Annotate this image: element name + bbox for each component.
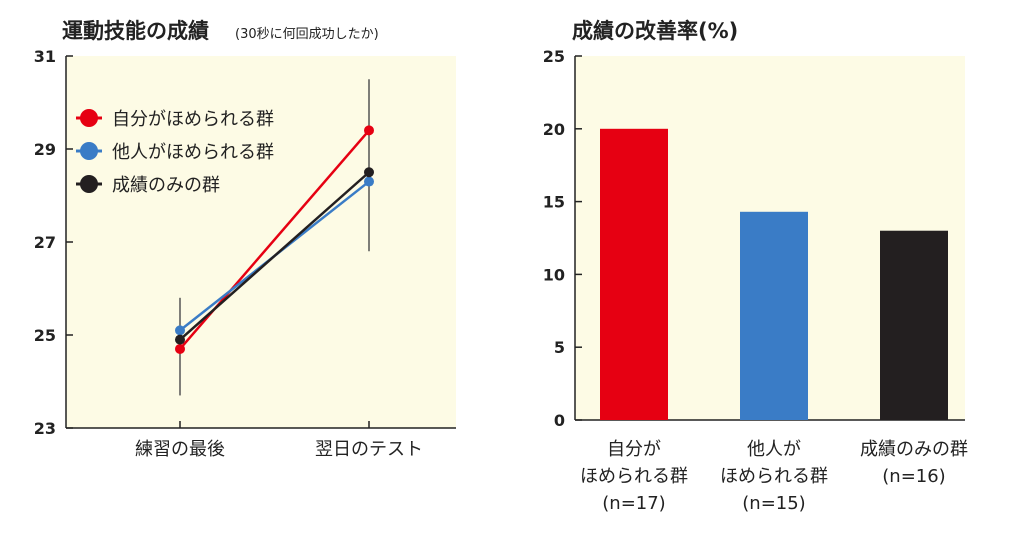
line-chart-subtitle: (30秒に何回成功したか) [235,26,379,42]
bar-category-label: ほめられる群 [720,466,828,487]
bar-chart-title: 成績の改善率(%) [572,19,738,43]
line-y-tick-label: 25 [34,326,56,345]
line-chart: 運動技能の成績 (30秒に何回成功したか) 31 29 27 25 23 練習の最後 翌日… [34,19,456,460]
bar-group [600,128,948,421]
bar-chart: 成績の改善率(%) 25 20 15 10 5 0 自分がほめられる群 (n=17) 他人がほ… [543,19,968,514]
legend-swatch-marker [80,109,98,127]
series-point [175,325,185,336]
bar-y-tick-label: 10 [543,265,565,284]
bar-y-tick-label: 15 [543,193,565,212]
series-line [179,171,370,341]
legend-label: 自分がほめられる群 [112,109,274,130]
series-point [364,125,374,136]
line-plot-area [66,56,456,428]
bar-category-label: (n=17) [602,493,665,514]
line-x-tick-label: 練習の最後 [135,439,225,460]
bar-category-label: 成績のみの群 [860,439,968,460]
bar [600,128,668,421]
series-point [175,343,185,354]
bar-y-tick-label: 25 [543,47,565,66]
series-point [175,334,185,345]
line-series-group [175,125,374,354]
bar-x-axis: 自分がほめられる群 (n=17) 他人がほめられる群 (n=15) 成績のみの群 (n=1… [580,439,968,514]
line-y-tick-label: 23 [34,419,56,438]
series-point [364,176,374,187]
line-y-tick-label: 31 [34,47,56,66]
legend-swatch-marker [80,175,98,193]
bar [740,211,808,420]
bar-category-label: (n=16) [882,466,945,487]
bar-y-tick-label: 20 [543,120,565,139]
bar-category-label: 自分が [607,439,661,460]
legend-label: 他人がほめられる群 [112,142,274,163]
bar-category-label: ほめられる群 [580,466,688,487]
bar-category-label: (n=15) [742,493,805,514]
series-point [364,167,374,178]
bar-y-tick-label: 5 [554,338,565,357]
line-x-tick-label: 翌日のテスト [315,439,423,460]
bar-category-label: 他人が [747,439,801,460]
line-x-axis: 練習の最後 翌日のテスト [66,421,456,460]
bar-y-tick-label: 0 [554,411,565,430]
legend-swatch-marker [80,142,98,160]
line-y-tick-label: 29 [34,140,56,159]
line-y-tick-label: 27 [34,233,56,252]
line-y-axis: 31 29 27 25 23 [34,47,73,438]
legend-label: 成績のみの群 [112,175,220,196]
bar [880,230,948,420]
line-chart-title: 運動技能の成績 [62,19,209,43]
